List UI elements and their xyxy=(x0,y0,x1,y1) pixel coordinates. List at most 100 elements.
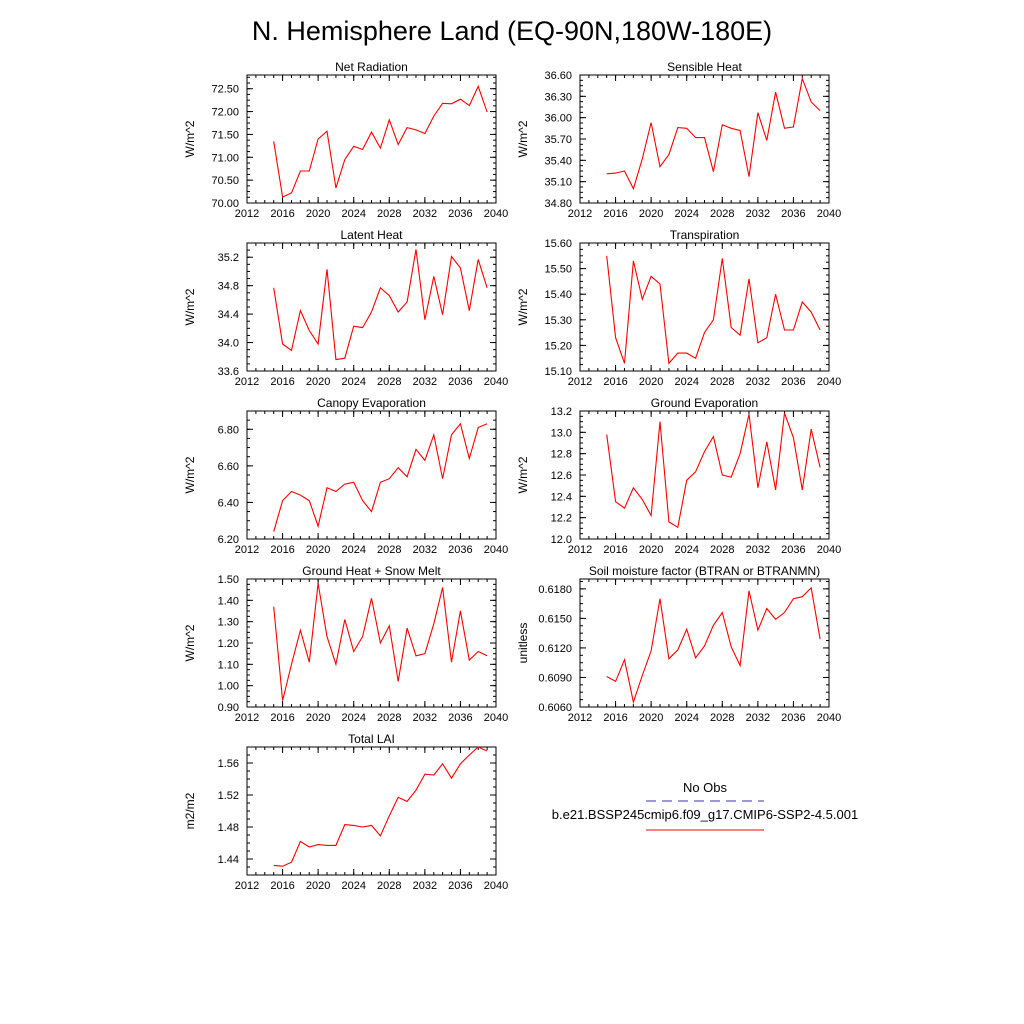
y-tick-label: 0.6150 xyxy=(538,613,572,625)
y-tick-label: 12.6 xyxy=(551,470,572,482)
y-tick-label: 33.6 xyxy=(218,366,239,378)
x-tick-label: 2024 xyxy=(674,208,698,220)
legend: No Obs b.e21.BSSP245cmip6.f09_g17.CMIP6-… xyxy=(552,780,858,830)
y-axis-label: W/m^2 xyxy=(516,456,530,493)
y-tick-label: 34.80 xyxy=(544,198,572,210)
y-tick-label: 35.2 xyxy=(218,252,239,264)
panel-3: Latent HeatW/m^22012 2016 2020 2024 2028 2032… xyxy=(183,228,508,388)
x-tick-label: 2020 xyxy=(639,208,663,220)
panel-2: Sensible Heat W/m^2 2012 2016 2020 2024 2028 20… xyxy=(516,60,841,220)
y-tick-label: 15.60 xyxy=(544,238,572,250)
x-tick-label: 2020 xyxy=(639,712,663,724)
x-tick-label: 2032 xyxy=(746,376,770,388)
x-tick-label: 2016 xyxy=(270,208,294,220)
y-tick-label: 0.6120 xyxy=(538,643,572,655)
x-tick-label: 2032 xyxy=(746,208,770,220)
y-axis-label: W/m^2 xyxy=(516,120,530,157)
x-tick-label: 2036 xyxy=(781,712,805,724)
x-tick-label: 2040 xyxy=(817,712,841,724)
y-tick-label: 6.80 xyxy=(218,424,239,436)
y-tick-label: 72.00 xyxy=(211,107,239,119)
plot-frame xyxy=(247,411,496,539)
y-tick-label: 0.6180 xyxy=(538,584,572,596)
x-tick-label: 2024 xyxy=(341,544,365,556)
x-tick-label: 2028 xyxy=(710,712,734,724)
y-tick-label: 34.8 xyxy=(218,281,239,293)
x-tick-label: 2020 xyxy=(306,544,330,556)
y-tick-label: 1.20 xyxy=(218,638,239,650)
panel-title: Net Radiation xyxy=(335,60,408,74)
y-tick-label: 35.70 xyxy=(544,134,572,146)
y-tick-label: 1.56 xyxy=(218,758,239,770)
y-tick-label: 35.10 xyxy=(544,177,572,189)
x-tick-label: 2024 xyxy=(341,376,365,388)
panel-title: Ground Evaporation xyxy=(651,396,758,410)
x-tick-label: 2028 xyxy=(710,544,734,556)
x-tick-label: 2024 xyxy=(674,712,698,724)
y-tick-label: 35.40 xyxy=(544,155,572,167)
series-line xyxy=(274,583,487,700)
series-line xyxy=(274,747,487,866)
y-tick-label: 15.40 xyxy=(544,289,572,301)
y-tick-label: 6.60 xyxy=(218,461,239,473)
x-tick-label: 2032 xyxy=(413,544,437,556)
panel-5: Canopy Evaporation W/m^2 2012 2016 2020 2024 2… xyxy=(183,396,508,556)
x-tick-label: 2024 xyxy=(674,376,698,388)
x-tick-label: 2020 xyxy=(639,376,663,388)
panel-title: Ground Heat + Snow Melt xyxy=(302,564,441,578)
y-tick-label: 36.60 xyxy=(544,70,572,82)
y-tick-label: 1.52 xyxy=(218,790,239,802)
y-tick-label: 12.4 xyxy=(551,491,572,503)
x-tick-label: 2040 xyxy=(484,208,508,220)
x-tick-label: 2032 xyxy=(746,712,770,724)
x-tick-label: 2036 xyxy=(448,712,472,724)
y-axis-label: W/m^2 xyxy=(183,624,197,661)
x-tick-label: 2040 xyxy=(817,544,841,556)
y-tick-label: 1.30 xyxy=(218,617,239,629)
panel-title: Sensible Heat xyxy=(667,60,742,74)
y-tick-label: 12.2 xyxy=(551,513,572,525)
y-tick-label: 6.20 xyxy=(218,534,239,546)
series-line xyxy=(607,588,820,702)
panel-title: Canopy Evaporation xyxy=(317,396,426,410)
y-tick-label: 1.00 xyxy=(218,681,239,693)
plot-frame xyxy=(580,243,829,371)
x-tick-label: 2040 xyxy=(817,208,841,220)
x-tick-label: 2016 xyxy=(270,880,294,892)
y-axis-label: m2/m2 xyxy=(183,792,197,829)
y-tick-label: 13.2 xyxy=(551,406,572,418)
y-tick-label: 36.00 xyxy=(544,113,572,125)
x-tick-label: 2020 xyxy=(306,376,330,388)
x-tick-label: 2016 xyxy=(270,376,294,388)
panel-8: Soil moisture factor (BTRAN or BTRANMN) u… xyxy=(516,564,841,724)
y-tick-label: 34.0 xyxy=(218,338,239,350)
x-tick-label: 2016 xyxy=(270,544,294,556)
y-tick-label: 15.30 xyxy=(544,315,572,327)
y-tick-label: 72.50 xyxy=(211,84,239,96)
x-tick-label: 2028 xyxy=(377,208,401,220)
series-line xyxy=(607,413,820,527)
legend-model-label: b.e21.BSSP245cmip6.f09_g17.CMIP6-SSP2-4.… xyxy=(552,807,858,822)
y-tick-label: 0.90 xyxy=(218,702,239,714)
x-tick-label: 2040 xyxy=(484,880,508,892)
x-tick-label: 2020 xyxy=(639,544,663,556)
x-tick-label: 2040 xyxy=(817,376,841,388)
x-tick-label: 2040 xyxy=(484,712,508,724)
x-tick-label: 2024 xyxy=(341,880,365,892)
series-line xyxy=(274,86,487,197)
y-tick-label: 6.40 xyxy=(218,497,239,509)
x-tick-label: 2036 xyxy=(781,376,805,388)
y-tick-label: 15.20 xyxy=(544,340,572,352)
series-line xyxy=(274,249,487,359)
y-tick-label: 12.0 xyxy=(551,534,572,546)
x-tick-label: 2036 xyxy=(448,880,472,892)
y-tick-label: 34.4 xyxy=(218,309,239,321)
y-axis-label: W/m^2 xyxy=(516,288,530,325)
series-line xyxy=(607,256,820,363)
y-tick-label: 15.10 xyxy=(544,366,572,378)
x-tick-label: 2016 xyxy=(603,376,627,388)
x-tick-label: 2040 xyxy=(484,376,508,388)
series-line xyxy=(274,424,487,532)
x-tick-label: 2020 xyxy=(306,208,330,220)
